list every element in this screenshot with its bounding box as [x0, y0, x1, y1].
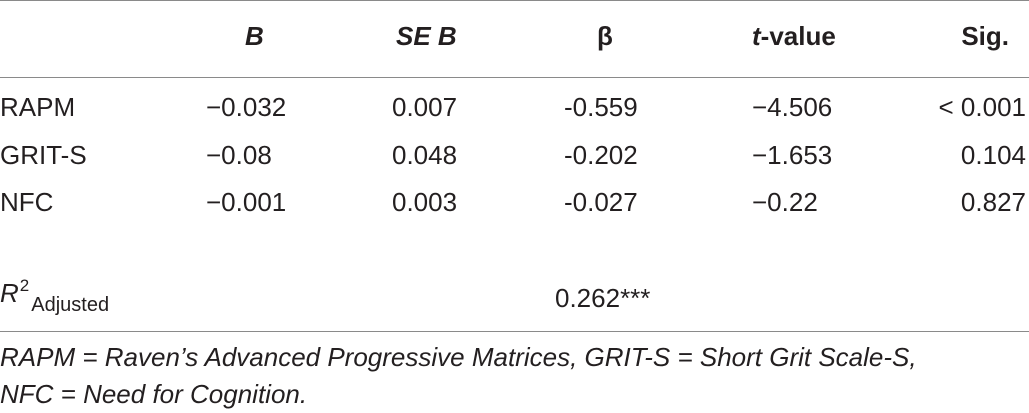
cell-se-b: 0.003 — [392, 187, 458, 217]
header-t-italic: t — [752, 21, 761, 51]
footnote-line-2: NFC = Need for Cognition. — [0, 379, 308, 409]
footnote-line-1: RAPM = Raven’s Advanced Progressive Matr… — [0, 342, 917, 372]
r2-adjusted-value: 0.262*** — [555, 283, 651, 313]
r2-exponent: 2 — [19, 276, 30, 295]
r2-symbol: R — [0, 278, 19, 308]
cell-t-value: −4.506 — [752, 92, 833, 122]
cell-b: −0.001 — [206, 187, 287, 217]
header-t-value: t-value — [752, 21, 836, 51]
row-label: GRIT-S — [0, 140, 87, 170]
header-beta: β — [597, 21, 613, 51]
cell-sig: < 0.001 — [938, 92, 1026, 122]
cell-t-value: −0.22 — [752, 187, 818, 217]
cell-b: −0.032 — [206, 92, 287, 122]
header-b: B — [245, 21, 264, 51]
row-label: NFC — [0, 187, 54, 217]
header-se-b: SE B — [396, 21, 457, 51]
header-value-suffix: -value — [760, 21, 836, 51]
header-rule — [0, 77, 1029, 78]
cell-se-b: 0.007 — [392, 92, 458, 122]
cell-beta: -0.559 — [564, 92, 638, 122]
top-rule — [0, 0, 1029, 1]
cell-beta: -0.202 — [564, 140, 638, 170]
r2-subscript: Adjusted — [31, 294, 110, 316]
cell-sig: 0.104 — [960, 140, 1026, 170]
cell-beta: -0.027 — [564, 187, 638, 217]
header-sig: Sig. — [961, 21, 1009, 51]
row-label: RAPM — [0, 92, 76, 122]
cell-t-value: −1.653 — [752, 140, 833, 170]
cell-sig: 0.827 — [960, 187, 1026, 217]
r2-adjusted-label: R2Adjusted — [0, 276, 109, 316]
cell-b: −0.08 — [206, 140, 272, 170]
bottom-rule — [0, 331, 1029, 332]
cell-se-b: 0.048 — [392, 140, 458, 170]
